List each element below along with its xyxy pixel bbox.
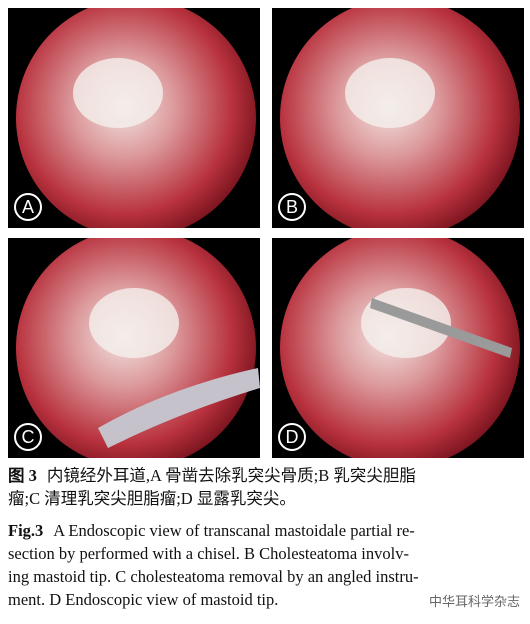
panel-label: D [286,427,299,447]
tissue [73,58,163,128]
panel-label: B [286,197,298,217]
tissue [89,288,179,358]
caption-en: Fig.3 A Endoscopic view of transcanal mas… [8,519,524,611]
label-badge [278,423,306,451]
tissue [345,58,435,128]
caption-label: 图 3 [8,466,37,485]
label-badge [278,193,306,221]
instrument [370,298,512,358]
endoscopic-image: B [272,8,524,228]
panel-label: C [22,427,35,447]
caption-line: 瘤;C 清理乳突尖胆脂瘤;D 显露乳突尖。 [8,489,296,508]
endoscopic-image: C [8,238,260,458]
endoscopic-image: D [272,238,524,458]
caption-line: Fig.3 A Endoscopic view of transcanal mas… [8,519,524,542]
label-badge [14,193,42,221]
image: B [278,8,520,228]
image: D [278,238,520,458]
caption-text: 内镜经外耳道,A 骨凿去除乳突尖骨质;B 乳突尖胆脂 [46,466,416,485]
image: C [14,238,260,458]
caption-line: section by performed with a chisel. B Ch… [8,544,409,563]
caption-cn: 图 3 内镜经外耳道,A 骨凿去除乳突尖骨质;B 乳突尖胆脂 瘤;C 清理乳突尖胆… [8,464,524,510]
caption-line: ment. D Endoscopic view of mastoid tip. [8,590,279,609]
caption-line: 图 3 内镜经外耳道,A 骨凿去除乳突尖骨质;B 乳突尖胆脂 [8,464,524,487]
panel-label: A [22,197,34,217]
watermark: 中华耳科学杂志 [428,595,520,610]
image: A [14,8,256,228]
label-badge [14,423,42,451]
caption-text: A Endoscopic view of transcanal mastoida… [53,521,415,540]
caption-label: Fig.3 [8,521,44,540]
instrument [98,368,260,448]
endoscopic-image: A [8,8,260,228]
caption-line: ing mastoid tip. C cholesteatoma removal… [8,567,419,586]
